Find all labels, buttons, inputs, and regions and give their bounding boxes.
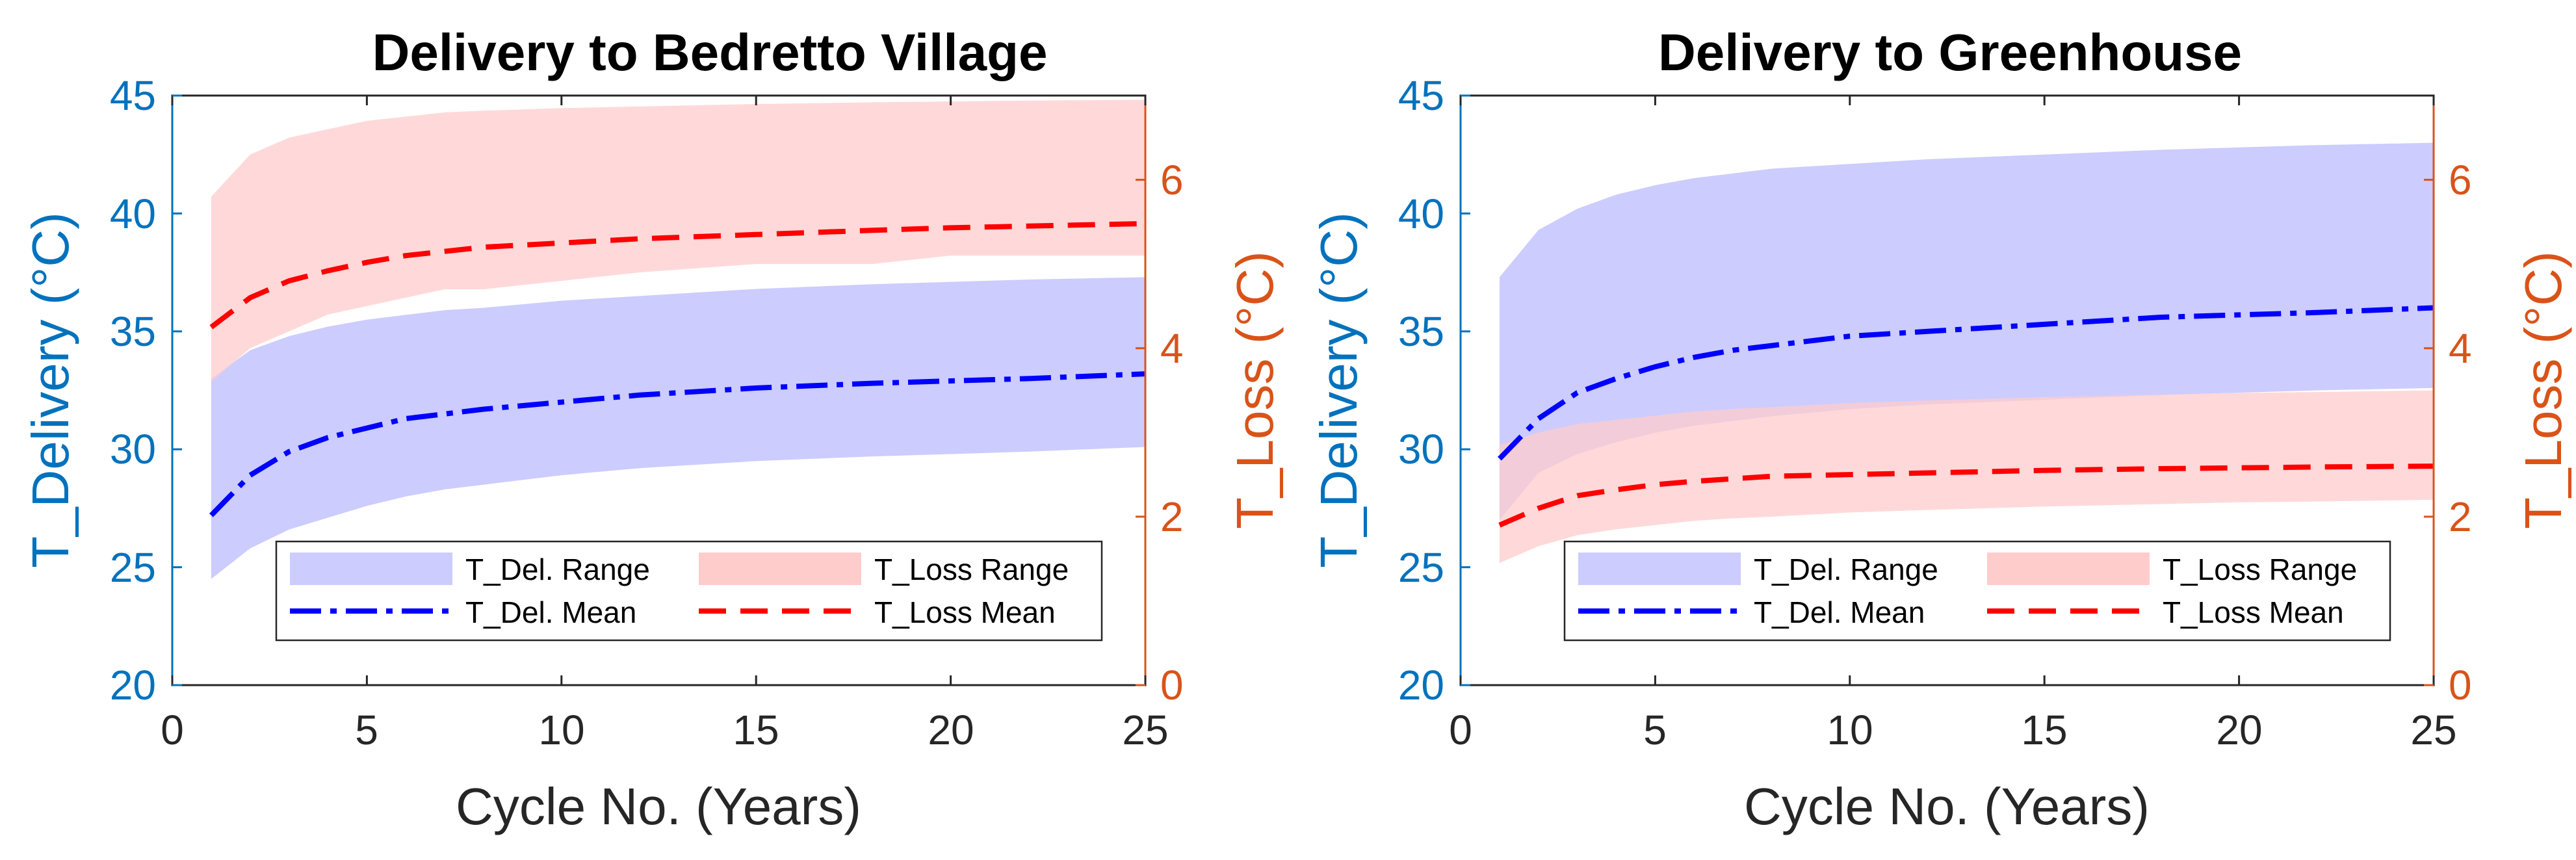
chart-panel-2: Delivery to Greenhouse 20 25 30 35 40 45…: [1310, 23, 2572, 835]
xtick-label: 20: [928, 707, 974, 753]
xtick-label: 5: [1643, 707, 1667, 753]
xtick-label: 25: [1122, 707, 1168, 753]
xtick-label: 0: [161, 707, 184, 753]
band-loss-range: [1499, 390, 2434, 564]
left-ytick-label: 20: [1398, 662, 1444, 709]
left-ytick-label: 45: [1398, 72, 1444, 119]
xtick-label: 0: [1449, 707, 1472, 753]
right-ytick-label: 6: [2449, 157, 2472, 203]
line-del-mean: [209, 371, 1146, 517]
xtick-label: 15: [733, 707, 779, 753]
legend-label-del-range: T_Del. Range: [465, 553, 650, 586]
xtick-label: 15: [2021, 707, 2067, 753]
right-axis-label-1: T_Loss (°C): [1226, 251, 1284, 529]
band-del-range: [1499, 142, 2434, 521]
legend-swatch-del-range: [1578, 553, 1741, 585]
legend-swatch-loss-range: [699, 553, 861, 585]
xtick-label: 20: [2216, 707, 2262, 753]
legend-label-loss-range: T_Loss Range: [874, 553, 1069, 586]
xtick-label: 10: [538, 707, 584, 753]
x-axis-label-2: Cycle No. (Years): [1744, 777, 2150, 835]
xtick-label: 5: [355, 707, 378, 753]
left-axis-label-1: T_Delivery (°C): [21, 212, 79, 568]
legend-swatch-del-range: [290, 553, 452, 585]
band-loss-range: [211, 99, 1145, 382]
left-ytick-label: 40: [110, 190, 156, 237]
x-axis-label-1: Cycle No. (Years): [456, 777, 861, 835]
legend-swatch-loss-range: [1987, 553, 2150, 585]
xtick-label: 10: [1827, 707, 1873, 753]
right-ytick-label: 0: [1160, 662, 1184, 709]
right-ytick-label: 0: [2449, 662, 2472, 709]
left-ytick-label: 20: [110, 662, 156, 709]
legend-label-del-range: T_Del. Range: [1754, 553, 1938, 586]
right-ytick-label: 6: [1160, 157, 1184, 203]
legend-label-loss-mean: T_Loss Mean: [2163, 595, 2344, 629]
left-ytick-label: 25: [1398, 544, 1444, 591]
legend-label-del-mean: T_Del. Mean: [465, 595, 636, 629]
left-ytick-label: 30: [110, 426, 156, 473]
xtick-label: 25: [2410, 707, 2456, 753]
band-del-range: [211, 277, 1145, 579]
right-ytick-label: 4: [1160, 325, 1184, 372]
left-ytick-label: 40: [1398, 190, 1444, 237]
legend-2: T_Del. Range T_Loss Range T_Del. Mean T_…: [1563, 540, 2391, 642]
chart-panel-1: Delivery to Bedretto Village 20 25 30 35…: [21, 23, 1284, 835]
right-axis-label-2: T_Loss (°C): [2514, 251, 2572, 529]
legend-label-loss-range: T_Loss Range: [2163, 553, 2357, 586]
left-ytick-label: 25: [110, 544, 156, 591]
legend-label-loss-mean: T_Loss Mean: [874, 595, 1056, 629]
left-axis-label-2: T_Delivery (°C): [1310, 212, 1368, 568]
line-loss-mean: [209, 220, 1146, 330]
chart-title-1: Delivery to Bedretto Village: [372, 23, 1048, 81]
left-ytick-label: 35: [1398, 308, 1444, 355]
left-ytick-label: 45: [110, 72, 156, 119]
right-ytick-label: 4: [2449, 325, 2472, 372]
right-ytick-label: 2: [2449, 493, 2472, 540]
chart-title-2: Delivery to Greenhouse: [1658, 23, 2242, 81]
legend-label-del-mean: T_Del. Mean: [1754, 595, 1925, 629]
right-ytick-label: 2: [1160, 493, 1184, 540]
line-loss-mean: [1498, 463, 2434, 528]
legend-1: T_Del. Range T_Loss Range T_Del. Mean T_…: [275, 540, 1103, 642]
line-del-mean: [1498, 305, 2434, 461]
left-ytick-label: 35: [110, 308, 156, 355]
left-ytick-label: 30: [1398, 426, 1444, 473]
